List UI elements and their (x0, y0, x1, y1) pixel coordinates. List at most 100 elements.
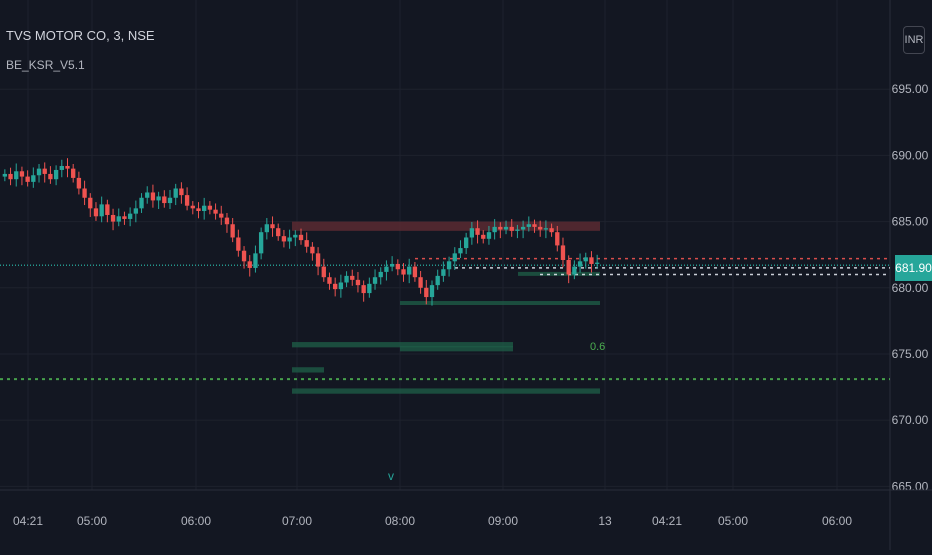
fib-label: 0.6 (590, 341, 605, 353)
candle-body (486, 232, 492, 239)
candle-body (76, 177, 82, 189)
candle-body (333, 283, 338, 290)
candle-body (127, 213, 133, 219)
last-price-tag: 681.90 (895, 255, 932, 281)
candle-body (589, 257, 594, 264)
candle-body (452, 253, 457, 262)
candle-body (213, 209, 218, 214)
candle-body (2, 173, 8, 177)
candle-body (361, 285, 366, 294)
support-zone (518, 271, 600, 276)
candle-body (230, 224, 235, 238)
candle-body (441, 269, 446, 276)
candle-body (594, 262, 600, 264)
candle-body (384, 266, 389, 272)
support-zone (292, 367, 324, 373)
symbol-legend[interactable]: TVS MOTOR CO, 3, NSE (6, 28, 155, 43)
x-tick-label: 04:21 (13, 514, 43, 528)
y-tick-label: 665.00 (892, 479, 929, 493)
candle-body (321, 266, 326, 278)
candle-body (122, 216, 127, 219)
candle-body (25, 176, 30, 182)
candle-body (8, 173, 13, 180)
candle-body (167, 197, 173, 204)
candle-body (446, 261, 452, 270)
candle-body (31, 175, 36, 182)
candle-body (401, 269, 406, 275)
candle-body (327, 277, 332, 284)
candle-body (207, 205, 213, 210)
candle-body (515, 229, 520, 231)
candle-body (105, 204, 110, 215)
y-tick-label: 690.00 (892, 148, 929, 162)
support-zone (400, 301, 600, 305)
indicator-legend[interactable]: BE_KSR_V5.1 (6, 58, 85, 72)
candle-body (82, 188, 87, 198)
candle-body (560, 245, 566, 260)
candle-body (475, 228, 480, 235)
candle-body (429, 285, 435, 298)
candle-body (298, 234, 304, 241)
candle-body (173, 188, 178, 198)
signal-marker: v (388, 469, 394, 483)
support-zone (292, 342, 513, 348)
candle-body (59, 165, 64, 170)
candle-body (236, 237, 241, 251)
candle-body (202, 205, 207, 211)
resistance-zone (292, 221, 600, 231)
candle-body (532, 224, 537, 227)
candle-body (378, 271, 383, 278)
candle-body (14, 171, 19, 180)
candle-body (543, 228, 549, 230)
x-tick-label: 07:00 (282, 514, 312, 528)
candle-body (48, 173, 53, 180)
candle-body (150, 192, 156, 201)
candle-body (258, 232, 264, 254)
candle-body (372, 277, 378, 284)
candle-body (583, 257, 588, 262)
candle-body (304, 240, 309, 247)
candle-body (139, 197, 144, 209)
candle-body (503, 226, 509, 230)
candle-body (355, 279, 361, 286)
candle-body (310, 246, 315, 254)
candle-body (509, 226, 514, 231)
y-tick-label: 670.00 (892, 413, 929, 427)
y-tick-label: 680.00 (892, 281, 929, 295)
candle-body (469, 228, 475, 238)
candle-body (498, 226, 503, 230)
y-tick-label: 695.00 (892, 82, 929, 96)
currency-button[interactable]: INR (903, 26, 925, 54)
candle-body (549, 228, 554, 233)
candle-body (538, 226, 543, 230)
y-tick-label: 685.00 (892, 215, 929, 229)
candle-body (247, 261, 252, 268)
candle-body (367, 283, 372, 294)
candle-body (190, 205, 195, 209)
x-tick-label: 05:00 (77, 514, 107, 528)
support-zone (400, 346, 513, 352)
candle-body (492, 226, 497, 233)
candle-body (224, 217, 230, 225)
y-tick-label: 675.00 (892, 347, 929, 361)
candle-body (133, 208, 139, 214)
candle-body (526, 224, 531, 227)
candle-body (219, 213, 224, 218)
candle-body (577, 261, 583, 267)
candle-body (116, 216, 121, 222)
candle-body (270, 224, 275, 229)
candle-body (463, 237, 469, 249)
candle-body (42, 168, 47, 174)
candle-body (458, 248, 463, 254)
candle-body (99, 204, 104, 217)
candle-body (36, 168, 42, 176)
candle-body (281, 236, 287, 242)
candle-body (276, 228, 281, 237)
x-tick-label: 04:21 (652, 514, 682, 528)
candle-body (555, 232, 560, 246)
candle-body (572, 266, 577, 275)
candle-body (395, 263, 400, 270)
candle-body (520, 226, 526, 230)
